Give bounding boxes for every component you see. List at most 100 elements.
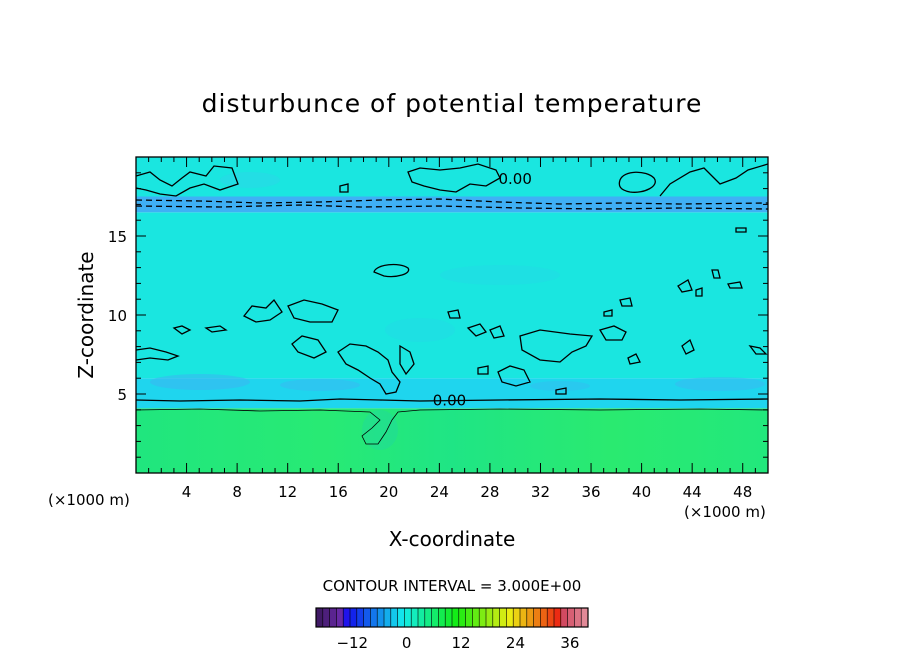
contour-blob-21 <box>627 353 641 365</box>
top-contour-mid <box>407 163 501 193</box>
colorbar-cell <box>567 608 575 627</box>
colorbar-cell <box>316 608 324 627</box>
colorbar-cell <box>390 608 399 627</box>
field-band-0 <box>136 408 768 473</box>
colorbar-cell <box>418 608 426 627</box>
x-tick-label: 24 <box>430 483 449 501</box>
colorbar-cell <box>370 608 378 627</box>
contour-blob-11 <box>466 323 488 337</box>
x-tick-label: 8 <box>232 483 242 501</box>
colorbar-cell <box>411 608 419 627</box>
x-tick-label: 40 <box>632 483 651 501</box>
contour-blob-19 <box>603 309 613 317</box>
colorbar-cell <box>465 608 473 627</box>
colorbar-frame <box>315 607 589 628</box>
colorbar-cell <box>363 608 371 627</box>
lower-contour <box>136 408 768 445</box>
colorbar-cell <box>452 608 460 627</box>
x-tick-label: 48 <box>733 483 752 501</box>
colorbar-tick-label: 12 <box>452 634 471 652</box>
colorbar-cell <box>424 608 433 627</box>
contour-blob-25 <box>695 287 703 297</box>
colorbar-cell <box>486 608 494 627</box>
colorbar-tick-label: 36 <box>560 634 579 652</box>
y-axis-label: Z-coordinate <box>74 251 98 378</box>
colorbar-cell <box>384 608 392 627</box>
y-tick-label: 15 <box>108 228 127 246</box>
x-axis: 4 8 12 16 20 24 28 32 36 40 44 48 <box>148 157 756 501</box>
colorbar-cell <box>356 608 365 627</box>
contour-blob-4 <box>497 365 531 387</box>
colorbar-cell <box>526 608 535 627</box>
contour-blob-18 <box>619 297 633 307</box>
contour-blob-6 <box>136 347 180 361</box>
colorbar-cell <box>431 608 439 627</box>
contour-blob-26 <box>735 227 747 233</box>
chart-title: disturbunce of potential temperature <box>202 89 703 118</box>
top-contour-oval <box>618 171 656 193</box>
contour-labels: 0.00 0.00 <box>433 170 532 409</box>
colorbar-cell <box>560 608 569 627</box>
x-tick-label: 44 <box>683 483 702 501</box>
x-axis-label: X-coordinate <box>389 527 516 551</box>
x-unit-label-left: (×1000 m) <box>48 491 130 509</box>
contour-blob-13 <box>677 279 693 293</box>
contour-oval-1 <box>373 263 410 278</box>
contour-blob-14 <box>727 281 743 289</box>
x-tick-label: 20 <box>379 483 398 501</box>
contour-blob-15 <box>748 345 768 355</box>
colorbar-cell <box>438 608 446 627</box>
colorbar-cell <box>554 608 562 627</box>
contour-blob-16 <box>681 338 695 355</box>
colorbar-cell <box>336 608 344 627</box>
colorbar-cell <box>533 608 541 627</box>
colorbar-cell <box>499 608 507 627</box>
colorbar-cell <box>404 608 412 627</box>
x-tick-label: 4 <box>182 483 192 501</box>
y-tick-label: 5 <box>117 386 127 404</box>
top-contour-right <box>659 163 768 197</box>
colorbar-cell <box>329 608 337 627</box>
colorbar-tick-label: −12 <box>336 634 368 652</box>
y-tick-label: 10 <box>108 307 127 325</box>
colorbar-cell <box>574 608 582 627</box>
contour-blob-20 <box>339 183 349 193</box>
colorbar-cell <box>479 608 487 627</box>
contour-blob-23 <box>555 387 567 395</box>
colorbar-cell <box>343 608 351 627</box>
colorbar-tick-label: 0 <box>402 634 412 652</box>
colorbar-cell <box>547 608 555 627</box>
colorbar-cell <box>377 608 385 627</box>
contour-blob-10 <box>399 344 415 376</box>
field-patches <box>150 172 765 450</box>
colorbar-cell <box>397 608 405 627</box>
colorbar-cell <box>540 608 548 627</box>
y-axis: 5 10 15 <box>108 172 768 458</box>
colorbar-cell <box>322 608 331 627</box>
contour-lines <box>136 163 768 445</box>
contour-blob-2 <box>287 299 339 323</box>
colorbar-cell <box>492 608 501 627</box>
contour-blob-17 <box>447 309 461 319</box>
colorbar-cell <box>506 608 514 627</box>
contour-blob-24 <box>711 269 721 279</box>
contour-blob-22 <box>477 365 489 375</box>
colorbar-tick-label: 24 <box>506 634 525 652</box>
x-tick-label: 32 <box>531 483 550 501</box>
contour-blob-12 <box>489 325 505 339</box>
x-tick-label: 16 <box>329 483 348 501</box>
contour-blob-8 <box>204 325 228 333</box>
negative-contour-top <box>136 198 768 205</box>
colorbar-cell <box>520 608 528 627</box>
field-band-2 <box>136 212 768 379</box>
contour-blob-1 <box>242 298 283 323</box>
field-bands <box>136 157 768 473</box>
colorbar-cell <box>472 608 480 627</box>
colorbar-ticks: −12 0 12 24 36 <box>336 634 579 652</box>
x-unit-label-right: (×1000 m) <box>684 503 766 521</box>
colorbar-cell <box>513 608 521 627</box>
x-tick-label: 36 <box>581 483 600 501</box>
colorbar-cell <box>445 608 453 627</box>
contour-label-0: 0.00 <box>498 170 531 188</box>
